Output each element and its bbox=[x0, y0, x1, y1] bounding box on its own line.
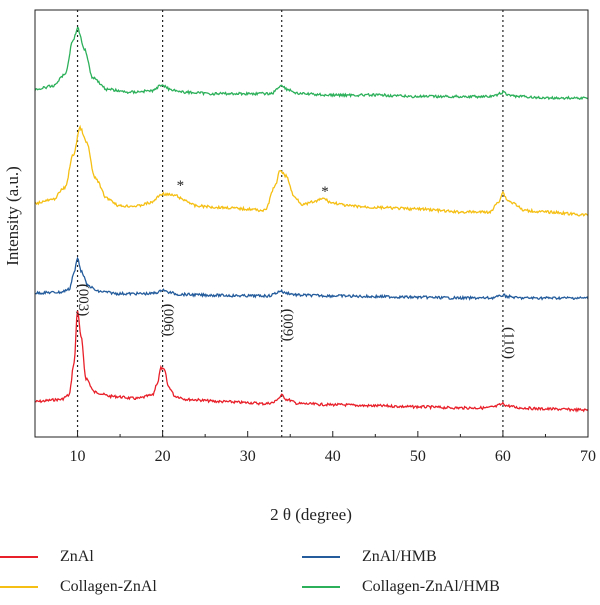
legend-swatch bbox=[0, 586, 38, 588]
series-layer bbox=[34, 26, 589, 413]
x-axis-title: 2 θ (degree) bbox=[270, 505, 352, 524]
x-tick-label: 30 bbox=[240, 448, 256, 465]
xrd-chart: (003) (006) (009) (110) * * 10 20 30 40 50 60 70 2 … bbox=[3, 9, 596, 524]
series-line bbox=[34, 256, 589, 301]
series-line bbox=[34, 26, 589, 101]
legend-swatch bbox=[302, 556, 340, 558]
x-tick-label: 40 bbox=[325, 448, 341, 465]
asterisk-marker: * bbox=[321, 184, 329, 200]
legend-label: ZnAl bbox=[60, 548, 94, 565]
legend-item: ZnAl bbox=[0, 548, 94, 566]
x-tick-label: 70 bbox=[580, 448, 596, 465]
series-line bbox=[34, 124, 589, 217]
x-tick-label: 50 bbox=[410, 448, 426, 465]
legend: ZnAl ZnAl/HMB Collagen-ZnAl Collagen-ZnAl/H… bbox=[0, 548, 600, 605]
legend-label: Collagen-ZnAl bbox=[60, 578, 157, 595]
plot-frame bbox=[34, 9, 589, 438]
legend-swatch bbox=[0, 556, 38, 558]
legend-label: Collagen-ZnAl/HMB bbox=[362, 578, 500, 595]
x-tick-label: 20 bbox=[155, 448, 171, 465]
legend-swatch bbox=[302, 586, 340, 588]
y-axis-title: Intensity (a.u.) bbox=[3, 166, 22, 266]
x-tick-label: 60 bbox=[495, 448, 511, 465]
asterisk-marker: * bbox=[177, 178, 185, 194]
annotation-layer: (003) (006) (009) (110) * * bbox=[75, 178, 516, 359]
series-line bbox=[34, 310, 589, 413]
x-tick-label: 10 bbox=[70, 448, 86, 465]
reference-lines bbox=[76, 10, 504, 437]
peak-label: (009) bbox=[279, 309, 295, 342]
legend-label: ZnAl/HMB bbox=[362, 548, 437, 565]
legend-item: Collagen-ZnAl/HMB bbox=[302, 578, 500, 596]
peak-label: (110) bbox=[500, 327, 516, 359]
legend-item: Collagen-ZnAl bbox=[0, 578, 157, 596]
legend-item: ZnAl/HMB bbox=[302, 548, 437, 566]
x-tick-labels: 10 20 30 40 50 60 70 bbox=[70, 448, 596, 465]
axes bbox=[34, 9, 589, 438]
peak-label: (003) bbox=[75, 284, 91, 317]
peak-label: (006) bbox=[160, 304, 176, 337]
